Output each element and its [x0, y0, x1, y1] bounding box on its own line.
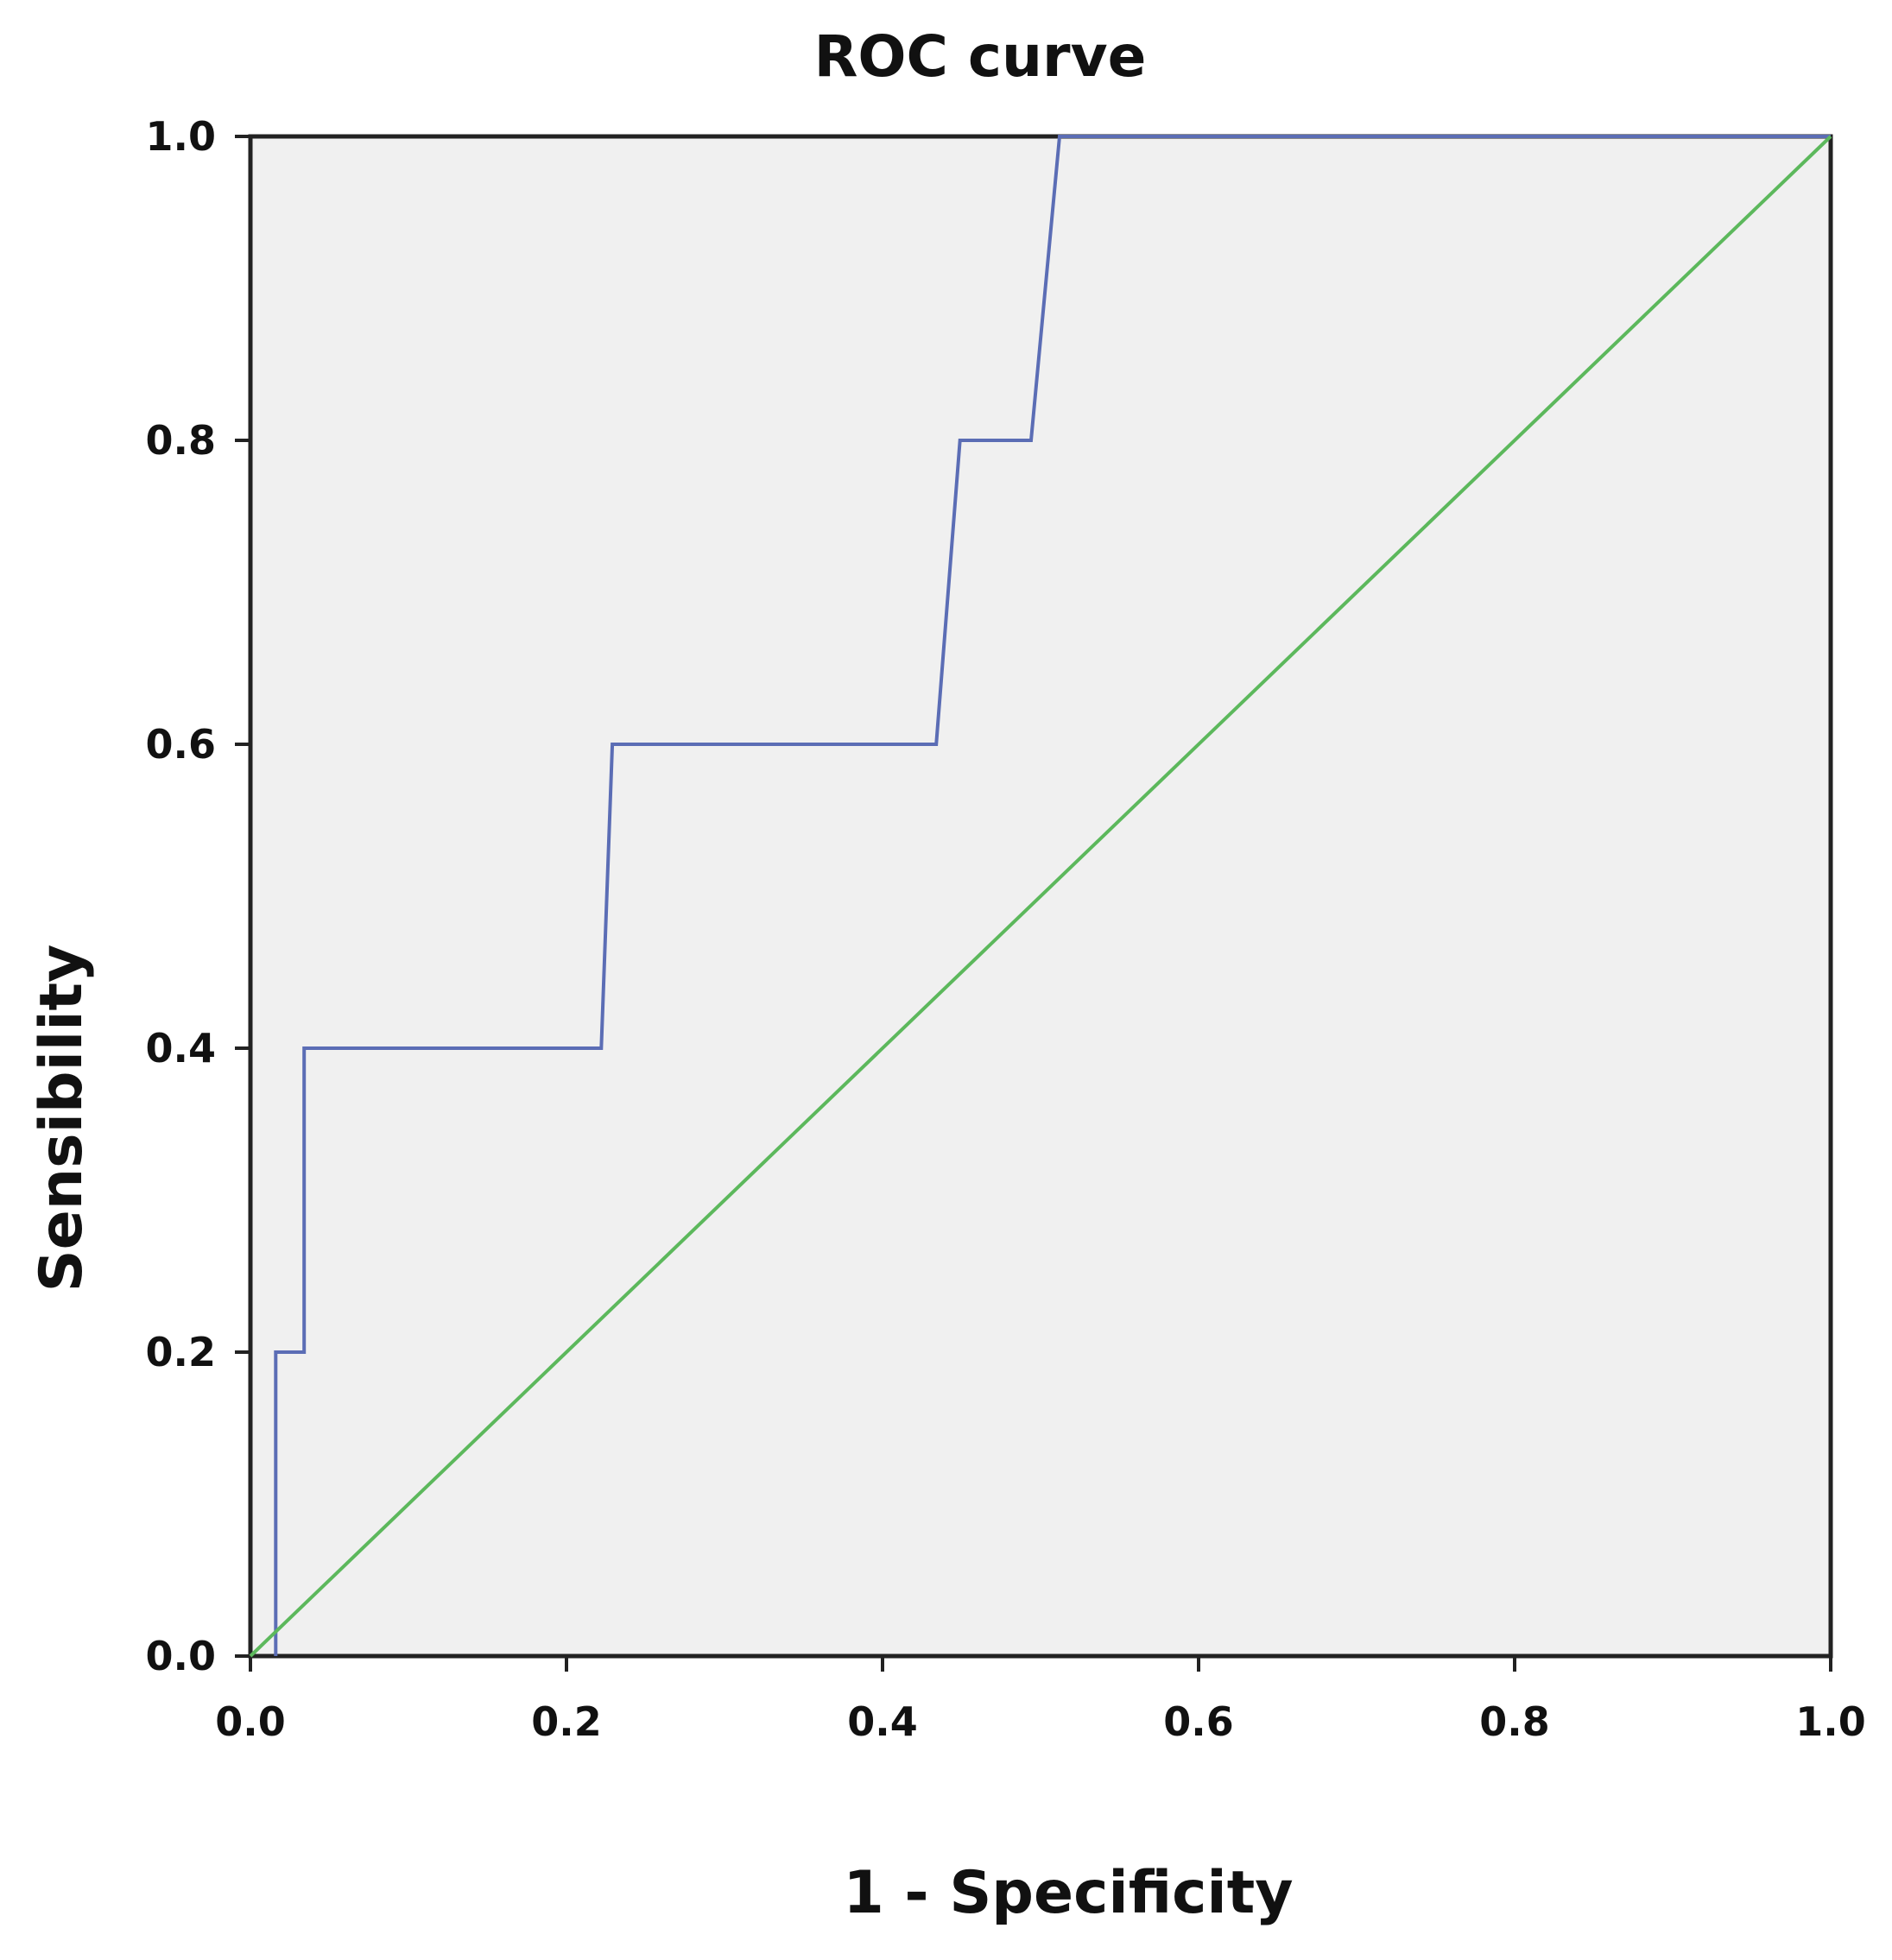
y-axis-label: Sensibility [28, 945, 96, 1293]
chart-title: ROC curve [814, 23, 1147, 90]
x-tick-label: 0.2 [531, 1698, 602, 1745]
x-tick-label: 0.6 [1163, 1698, 1234, 1745]
reference-series-line [249, 135, 1832, 1658]
y-tick-label: 0.4 [146, 1025, 217, 1072]
x-tick-label: 0.0 [215, 1698, 286, 1745]
y-axis-ticks: 0.0 0.2 0.4 0.6 0.8 1.0 [146, 113, 250, 1679]
x-tick-label: 1.0 [1795, 1698, 1866, 1745]
roc-series-line [274, 135, 1831, 1656]
y-tick-label: 0.6 [146, 721, 217, 768]
y-tick-label: 1.0 [146, 113, 217, 160]
y-tick-label: 0.8 [146, 417, 217, 464]
x-tick-label: 0.8 [1479, 1698, 1550, 1745]
y-tick-label: 0.0 [146, 1633, 217, 1679]
x-axis-ticks: 0.0 0.2 0.4 0.6 0.8 1.0 [215, 1656, 1866, 1745]
x-tick-label: 0.4 [847, 1698, 918, 1745]
y-tick-label: 0.2 [146, 1329, 217, 1375]
x-axis-label: 1 - Specificity [843, 1859, 1293, 1927]
series-layer [249, 135, 1832, 1658]
